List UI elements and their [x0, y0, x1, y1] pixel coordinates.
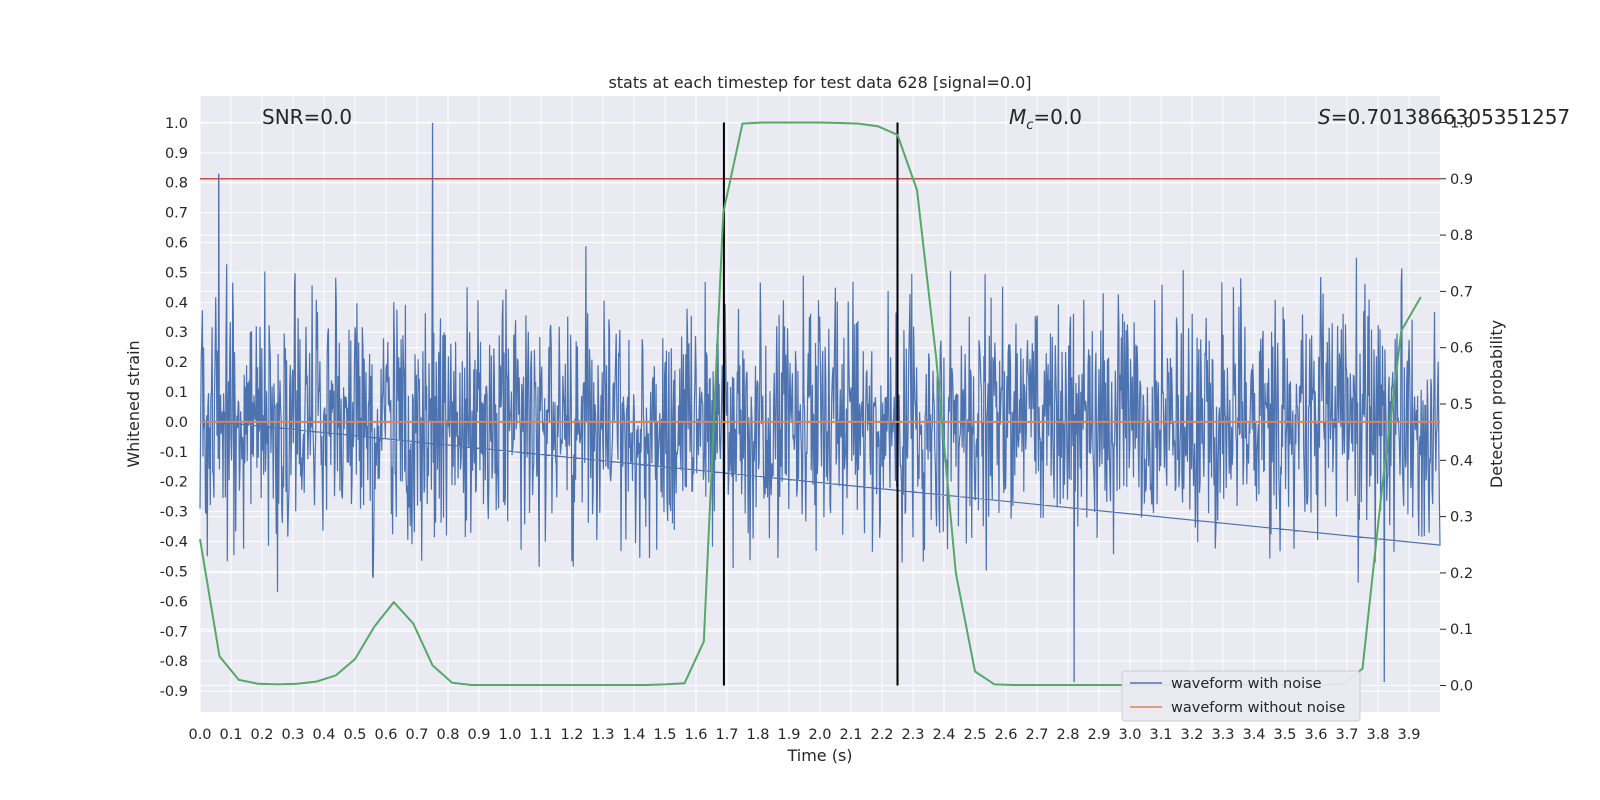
y-tick-label: 0.5 — [165, 265, 188, 281]
x-tick-label: 3.3 — [1211, 727, 1234, 743]
x-tick-label: 0.7 — [405, 727, 428, 743]
x-tick-label: 1.7 — [715, 727, 738, 743]
x-tick-label: 2.2 — [870, 727, 893, 743]
annotation-s: S=0.7013866305351257 — [1318, 105, 1570, 129]
y-tick-label: -0.4 — [160, 535, 188, 551]
y2-tick-labels: 1.0 0.9 0.8 0.7 0.6 0.5 0.4 0.3 0.2 0.1 0.0 — [1440, 115, 1473, 695]
x-tick-label: 3.6 — [1304, 727, 1327, 743]
x-tick-label: 3.0 — [1118, 727, 1141, 743]
y2-tick-label: 0.3 — [1450, 510, 1473, 526]
legend-label-noise: waveform with noise — [1171, 676, 1322, 692]
y2-tick-label: 0.2 — [1450, 566, 1473, 582]
x-tick-label: 3.5 — [1273, 727, 1296, 743]
x-tick-label: 0.1 — [219, 727, 242, 743]
x-tick-label: 2.7 — [1025, 727, 1048, 743]
x-tick-label: 3.8 — [1366, 727, 1389, 743]
x-tick-label: 3.2 — [1180, 727, 1203, 743]
y-tick-label: 0.0 — [165, 415, 188, 431]
x-tick-label: 2.1 — [839, 727, 862, 743]
x-tick-label: 1.0 — [498, 727, 521, 743]
x-tick-label: 2.4 — [932, 727, 955, 743]
x-tick-label: 1.6 — [684, 727, 707, 743]
y2-tick-label: 0.1 — [1450, 622, 1473, 638]
y2-tick-label: 0.9 — [1450, 172, 1473, 188]
x-tick-label: 3.1 — [1149, 727, 1172, 743]
y2-tick-label: 1.0 — [1450, 115, 1473, 131]
y-tick-label: -0.3 — [160, 505, 188, 521]
x-tick-label: 2.5 — [963, 727, 986, 743]
legend-box — [1121, 670, 1361, 722]
y2-tick-label: 0.6 — [1450, 341, 1473, 357]
annotation-mc: Mc=0.0 — [1009, 105, 1082, 133]
x-tick-label: 1.4 — [622, 727, 645, 743]
y-tick-label: -0.6 — [160, 594, 188, 610]
y-tick-label: -0.7 — [160, 624, 188, 640]
x-tick-labels: 0.0 0.1 0.2 0.3 0.4 0.5 0.6 0.7 0.8 0.9 1.0 1.1 1.2 1… — [188, 727, 1420, 743]
y-tick-label: -0.5 — [160, 564, 188, 580]
x-tick-label: 3.9 — [1397, 727, 1420, 743]
series-waveform-with-noise — [199, 122, 1441, 683]
x-tick-label: 2.3 — [901, 727, 924, 743]
x-tick-label: 1.8 — [746, 727, 769, 743]
x-tick-label: 3.4 — [1242, 727, 1265, 743]
x-tick-label: 2.6 — [994, 727, 1017, 743]
y-tick-label: 0.6 — [165, 236, 188, 252]
legend: waveform with noise waveform without noi… — [1121, 670, 1361, 722]
x-tick-label: 2.8 — [1056, 727, 1079, 743]
y2-tick-label: 0.5 — [1450, 397, 1473, 413]
x-tick-label: 1.9 — [777, 727, 800, 743]
y2-tick-label: 0.4 — [1450, 453, 1473, 469]
x-tick-label: 0.6 — [374, 727, 397, 743]
y-tick-label: -0.1 — [160, 445, 188, 461]
x-axis-label: Time (s) — [786, 746, 852, 765]
y-tick-label: 0.4 — [165, 295, 188, 311]
y2-axis-label: Detection probability — [1487, 320, 1506, 488]
y-tick-label: 0.3 — [165, 325, 188, 341]
x-tick-label: 0.5 — [343, 727, 366, 743]
x-tick-label: 3.7 — [1335, 727, 1358, 743]
y-axis-label: Whitened strain — [124, 340, 143, 467]
y2-tick-label: 0.7 — [1450, 284, 1473, 300]
x-tick-label: 0.8 — [436, 727, 459, 743]
x-tick-label: 0.3 — [281, 727, 304, 743]
y-tick-label: 1.0 — [165, 116, 188, 132]
y-tick-label: -0.2 — [160, 475, 188, 491]
y-tick-label: 0.9 — [165, 146, 188, 162]
annotation-mc-sub: c — [1026, 118, 1033, 133]
x-tick-label: 1.2 — [560, 727, 583, 743]
y2-tick-label: 0.0 — [1450, 679, 1473, 695]
x-tick-label: 1.1 — [529, 727, 552, 743]
annotation-s-value: =0.7013866305351257 — [1331, 105, 1570, 129]
x-tick-label: 0.0 — [188, 727, 211, 743]
y2-tick-label: 0.8 — [1450, 228, 1473, 244]
legend-label-clean: waveform without noise — [1171, 700, 1345, 716]
y-tick-label: 0.8 — [165, 176, 188, 192]
y-tick-label: -0.9 — [160, 684, 188, 700]
annotation-mc-value: =0.0 — [1033, 105, 1082, 129]
annotation-s-symbol: S — [1318, 105, 1331, 129]
noise-waveform-line — [199, 122, 1441, 683]
x-tick-label: 1.3 — [591, 727, 614, 743]
x-tick-label: 2.0 — [808, 727, 831, 743]
chart-title: stats at each timestep for test data 628… — [608, 73, 1031, 92]
x-tick-label: 1.5 — [653, 727, 676, 743]
y-tick-label: -0.8 — [160, 654, 188, 670]
y-tick-labels: 1.0 0.9 0.8 0.7 0.6 0.5 0.4 0.3 0.2 0.1 0.0 -0.1 -0.… — [160, 116, 188, 700]
y-tick-label: 0.2 — [165, 355, 188, 371]
annotation-mc-symbol: M — [1009, 105, 1026, 129]
annotation-snr: SNR=0.0 — [262, 105, 352, 129]
y-tick-label: 0.7 — [165, 206, 188, 222]
x-tick-label: 0.2 — [250, 727, 273, 743]
y-tick-label: 0.1 — [165, 385, 188, 401]
x-tick-label: 2.9 — [1087, 727, 1110, 743]
x-tick-label: 0.4 — [312, 727, 335, 743]
x-tick-label: 0.9 — [467, 727, 490, 743]
